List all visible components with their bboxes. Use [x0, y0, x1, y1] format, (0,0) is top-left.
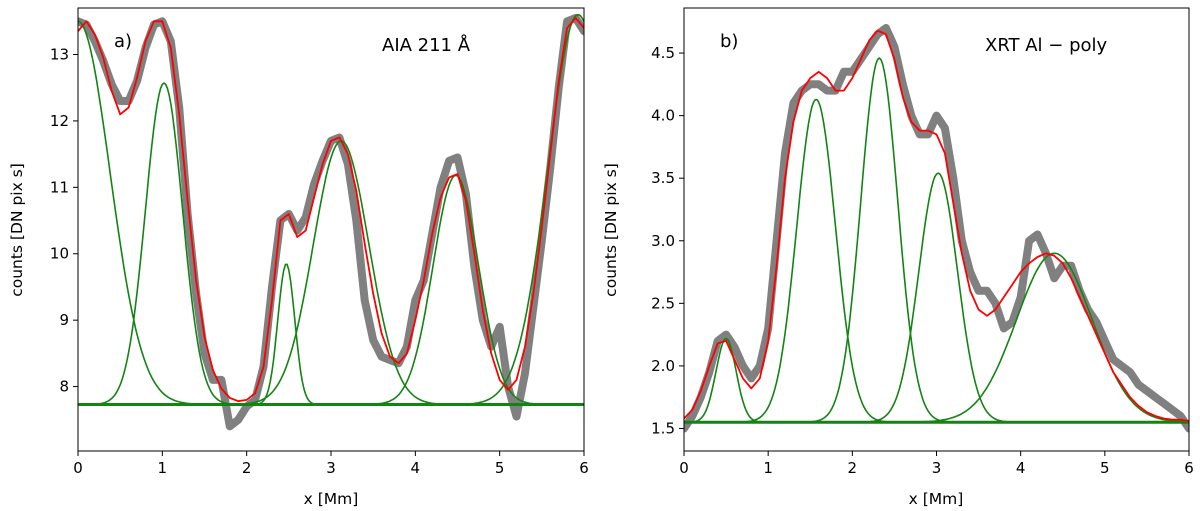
panel-b-ytick-label: 3.5: [651, 169, 675, 187]
panel-a-xtick-label: 4: [411, 459, 421, 477]
panel-a-ytick-label: 10: [50, 245, 69, 263]
panel-a-ytick-label: 9: [59, 311, 69, 329]
panel-b-ytick-label: 4.0: [651, 107, 675, 125]
panel-b-xtick-label: 3: [932, 459, 942, 477]
panel-a-fit-line: [78, 17, 584, 403]
panel-a-label: a): [114, 31, 132, 52]
panel-a-xtick-label: 6: [579, 459, 589, 477]
panel-b-fit-line: [684, 29, 1189, 422]
panel-a-ytick-label: 13: [50, 45, 69, 63]
panel-b-label: b): [720, 31, 738, 52]
panel-a-component-2: [78, 82, 584, 406]
panel-a-component-6: [78, 14, 584, 406]
panel-b-observed-line: [684, 24, 1189, 433]
panel-a-xtick-label: 3: [326, 459, 336, 477]
panel-a-ytick-label: 11: [50, 178, 69, 196]
panel-a-xlabel: x [Mm]: [304, 490, 359, 508]
panel-b-ytick-label: 2.0: [651, 357, 675, 375]
panel-a-ylabel: counts [DN pix s]: [8, 163, 26, 297]
panel-b: 0 1 2 3 4 5 6 1.5 2.0 2.5 3.0 3.5 4.0 4.5 b) XRT Al −…: [602, 7, 1194, 508]
panel-a-xtick-label: 2: [242, 459, 252, 477]
panel-b-xtick-label: 1: [763, 459, 773, 477]
panel-b-xtick-label: 2: [848, 459, 858, 477]
panel-b-xlabel: x [Mm]: [909, 490, 964, 508]
panel-b-ytick-label: 1.5: [651, 419, 675, 437]
panel-b-xtick-label: 5: [1100, 459, 1110, 477]
panel-a-ytick-label: 12: [50, 112, 69, 130]
panel-b-component-2: [684, 98, 1189, 423]
panel-a-xtick-label: 1: [158, 459, 168, 477]
panel-b-ylabel: counts [DN pix s]: [602, 163, 620, 297]
panel-b-xtick-label: 4: [1016, 459, 1026, 477]
panel-b-ticks: 0 1 2 3 4 5 6 1.5 2.0 2.5 3.0 3.5 4.0 4.5: [651, 44, 1194, 477]
panel-b-ytick-label: 3.0: [651, 232, 675, 250]
panel-a-plot-layer: [78, 14, 584, 431]
panel-b-ytick-label: 4.5: [651, 44, 675, 62]
panel-b-component-5: [684, 252, 1189, 423]
panel-b-xtick-label: 0: [679, 459, 689, 477]
panel-a-observed-line: [78, 14, 584, 431]
panel-a-ytick-label: 8: [59, 378, 69, 396]
panel-b-ytick-label: 2.5: [651, 294, 675, 312]
panel-b-frame: [683, 7, 1190, 452]
panel-b-plot-layer: [684, 24, 1189, 433]
panel-b-xtick-label: 6: [1184, 459, 1194, 477]
panel-a-xtick-label: 0: [73, 459, 83, 477]
panel-a-component-1: [78, 20, 584, 406]
panel-b-title: XRT Al − poly: [985, 35, 1108, 56]
panel-b-component-4: [684, 172, 1189, 423]
panel-a-xtick-label: 5: [495, 459, 505, 477]
panel-a-title: AIA 211 Å: [382, 34, 471, 56]
